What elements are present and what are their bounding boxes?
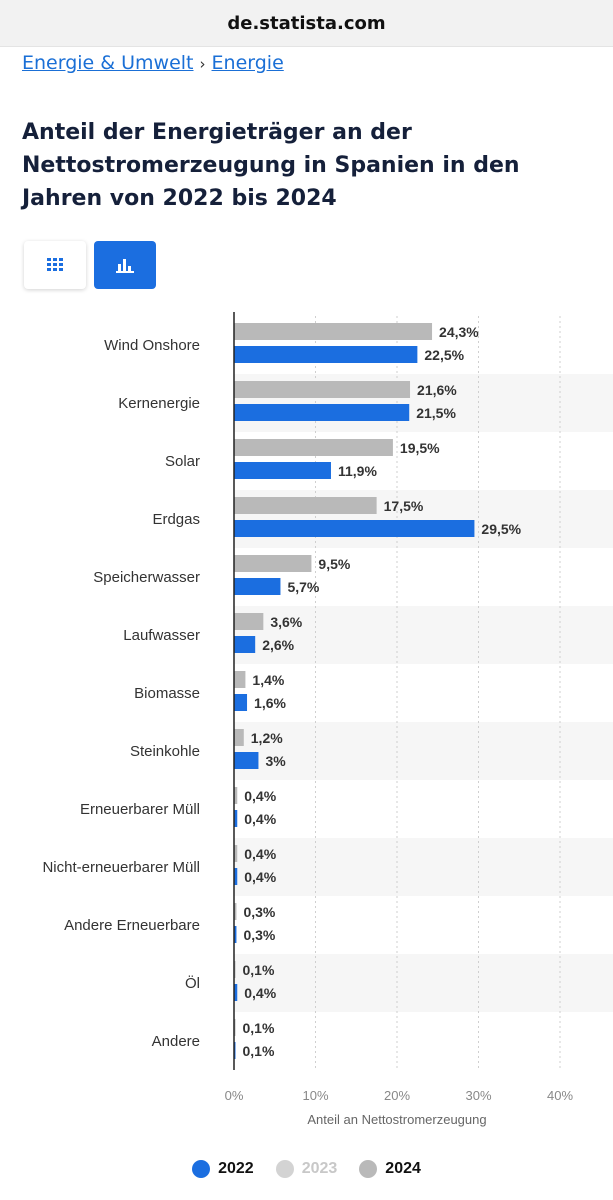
bar-2024[interactable] (234, 845, 238, 862)
legend-item-2022[interactable]: 2022 (192, 1160, 254, 1178)
data-label: 17,5% (384, 498, 424, 514)
table-view-button[interactable] (24, 241, 86, 289)
category-label: Erdgas (152, 511, 200, 528)
url-text: de.statista.com (227, 12, 386, 34)
bar-2022[interactable] (234, 984, 238, 1001)
bar-2024[interactable] (234, 381, 411, 398)
legend-label: 2024 (385, 1160, 421, 1177)
data-label: 2,6% (262, 637, 294, 653)
category-label: Andere (152, 1033, 200, 1050)
bar-2022[interactable] (234, 868, 238, 885)
category-label: Steinkohle (130, 743, 200, 760)
category-label: Erneuerbarer Müll (80, 801, 200, 818)
legend-item-2023[interactable]: 2023 (275, 1160, 338, 1178)
bar-2022[interactable] (234, 578, 281, 595)
data-label: 22,5% (424, 347, 464, 363)
x-tick-label: 10% (302, 1088, 328, 1103)
bar-2022[interactable] (234, 346, 418, 363)
legend-item-2024[interactable]: 2024 (359, 1160, 421, 1178)
category-label: Biomasse (134, 685, 200, 702)
category-label: Laufwasser (123, 627, 200, 644)
bar-2024[interactable] (234, 497, 377, 514)
view-toggle (24, 241, 156, 289)
data-label: 0,3% (243, 904, 275, 920)
browser-address-bar[interactable]: de.statista.com (0, 0, 613, 47)
data-label: 29,5% (481, 521, 521, 537)
data-label: 1,2% (251, 730, 283, 746)
bar-2024[interactable] (234, 439, 393, 456)
data-label: 0,3% (243, 927, 275, 943)
bar-chart: 0% 10% 20% 30% 40% Anteil an Nettostromerzeug… (42, 312, 613, 1127)
data-label: 0,4% (244, 846, 276, 862)
bar-2022[interactable] (234, 810, 238, 827)
grid-icon (47, 258, 63, 271)
data-label: 3% (265, 753, 286, 769)
x-tick-label: 40% (547, 1088, 573, 1103)
breadcrumb-link-parent[interactable]: Energie & Umwelt (22, 52, 194, 74)
bar-2022[interactable] (234, 404, 410, 421)
data-label: 0,4% (244, 869, 276, 885)
bar-2024[interactable] (234, 323, 433, 340)
data-label: 11,9% (338, 463, 377, 479)
breadcrumb: Energie & Umwelt › Energie (22, 52, 284, 74)
data-label: 0,4% (244, 811, 276, 827)
bar-2022[interactable] (234, 752, 259, 769)
x-tick-label: 30% (465, 1088, 491, 1103)
chart-view-button[interactable] (94, 241, 156, 289)
data-label: 0,1% (243, 1020, 275, 1036)
category-label: Kernenergie (118, 395, 200, 412)
category-label: Nicht-erneuerbarer Müll (42, 859, 200, 876)
category-label: Wind Onshore (104, 337, 200, 354)
data-label: 3,6% (270, 614, 302, 630)
row-band (234, 606, 613, 664)
breadcrumb-separator: › (199, 55, 206, 73)
category-label: Solar (165, 453, 200, 470)
x-axis-label: Anteil an Nettostromerzeugung (307, 1112, 486, 1127)
bar-2024[interactable] (234, 613, 264, 630)
data-label: 9,5% (318, 556, 350, 572)
bar-chart-icon (116, 259, 134, 273)
data-label: 0,4% (244, 985, 276, 1001)
x-tick-label: 20% (384, 1088, 410, 1103)
bar-2022[interactable] (234, 926, 237, 943)
bar-2024[interactable] (234, 671, 246, 688)
data-label: 1,4% (252, 672, 284, 688)
bar-2022[interactable] (234, 694, 248, 711)
legend-label: 2022 (218, 1160, 254, 1177)
data-label: 0,4% (244, 788, 276, 804)
bar-2022[interactable] (234, 636, 256, 653)
data-label: 19,5% (400, 440, 440, 456)
x-tick-label: 0% (225, 1088, 244, 1103)
bar-2024[interactable] (234, 555, 312, 572)
bar-2022[interactable] (234, 462, 331, 479)
data-label: 24,3% (439, 324, 479, 340)
category-label: Öl (185, 974, 200, 992)
data-label: 1,6% (254, 695, 286, 711)
row-band (234, 838, 613, 896)
bar-2022[interactable] (234, 520, 475, 537)
category-label: Speicherwasser (93, 569, 200, 586)
legend-swatch (275, 1160, 294, 1178)
category-label: Andere Erneuerbare (64, 917, 200, 934)
bar-2024[interactable] (234, 787, 238, 804)
bar-2024[interactable] (234, 903, 237, 920)
row-band (234, 954, 613, 1012)
data-label: 0,1% (243, 1043, 275, 1059)
breadcrumb-link-current[interactable]: Energie (211, 52, 284, 74)
page-title: Anteil der Energieträger an der Nettostr… (22, 120, 520, 211)
chart-legend: 2022 2023 2024 (0, 1160, 613, 1178)
bar-2024[interactable] (234, 729, 244, 746)
legend-swatch (192, 1160, 211, 1178)
data-label: 5,7% (287, 579, 319, 595)
legend-swatch (359, 1160, 378, 1178)
data-label: 21,5% (416, 405, 456, 421)
row-band (234, 722, 613, 780)
data-label: 0,1% (243, 962, 275, 978)
data-label: 21,6% (417, 382, 457, 398)
legend-label: 2023 (301, 1160, 338, 1177)
